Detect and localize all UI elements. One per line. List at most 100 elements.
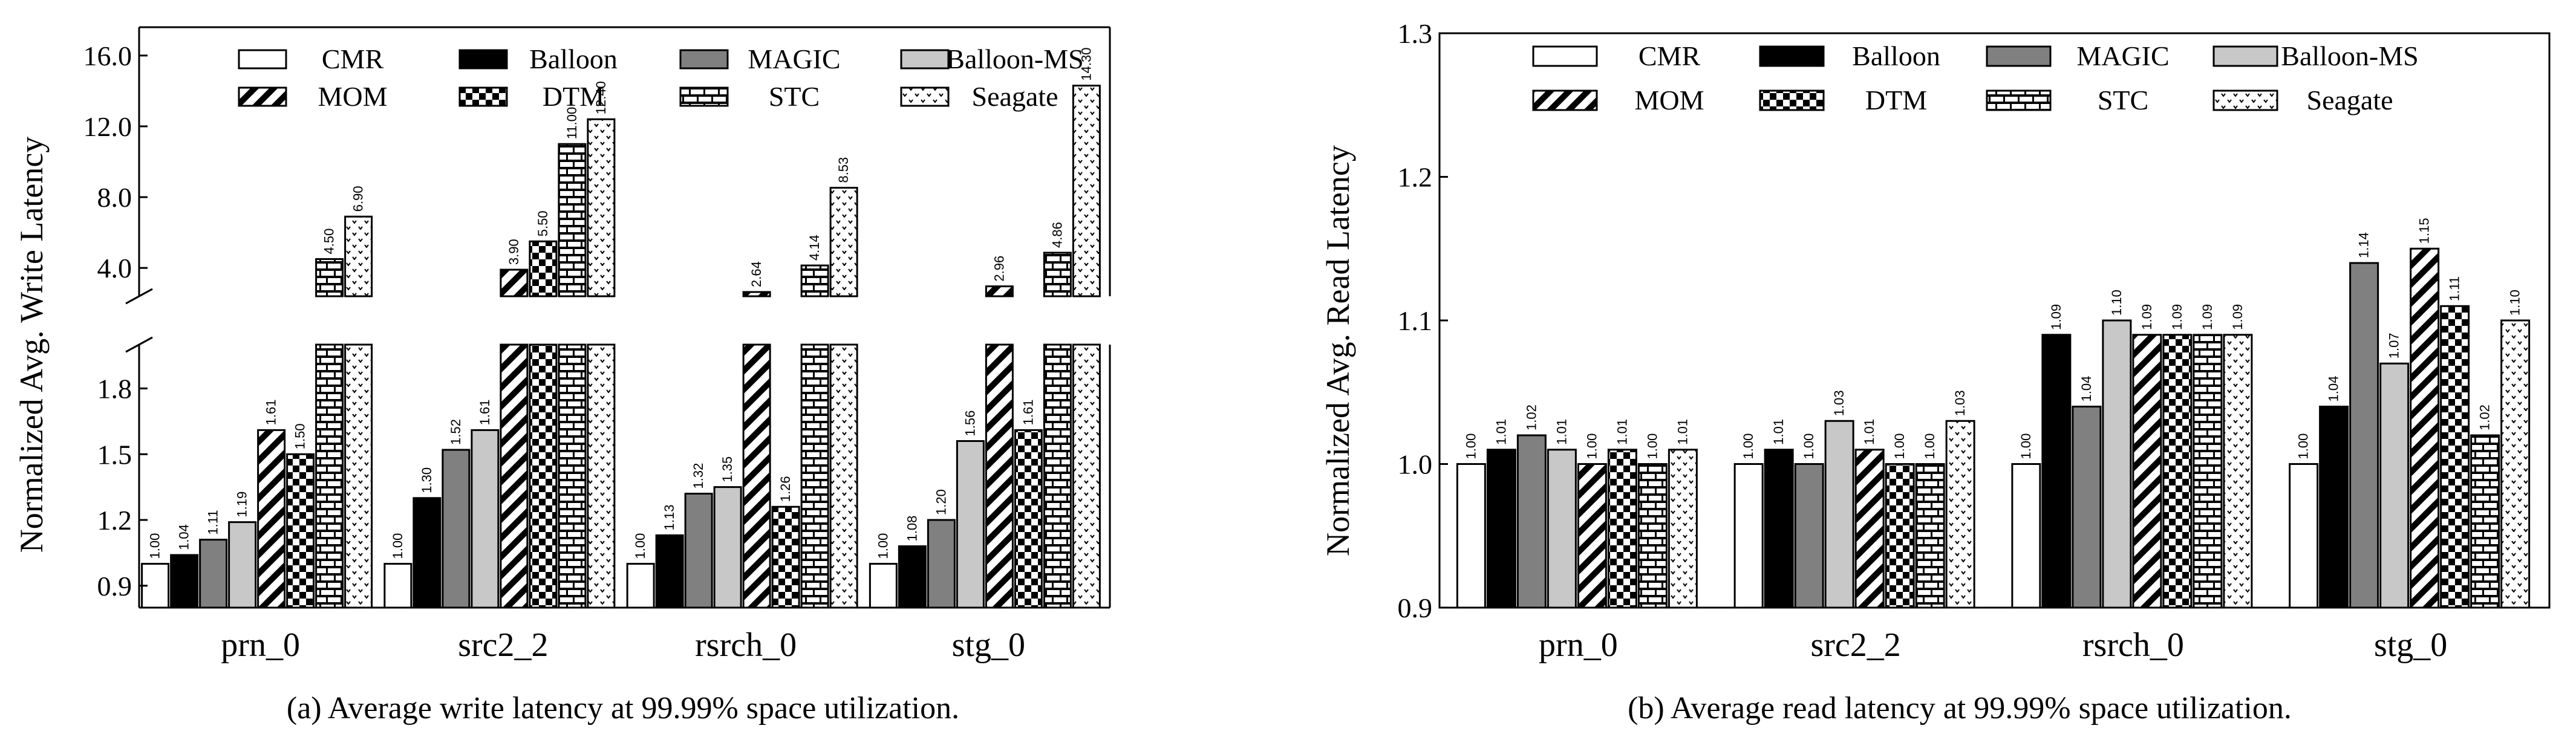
data-label-b-magic-rsrch-0: 1.04: [2079, 376, 2094, 402]
b-legend-swatch-balloon-ms: [2212, 45, 2278, 67]
legend-a: CMR Balloon MAGIC Balloon-MS MOM DTM STC Seagat…: [238, 44, 1084, 112]
bar-b-stc-rsrch-0: [2193, 334, 2223, 609]
a-legend-swatch-balloon-ms: [900, 49, 950, 70]
x-category-b-prn-0: prn_0: [1539, 626, 1618, 664]
bar-a-mom-prn-0: [257, 429, 286, 609]
data-label-b-dtm-stg-0: 1.11: [2447, 276, 2462, 301]
data-label-a-dtm-prn-0: 1.50: [293, 423, 308, 449]
data-label-b-balloon-rsrch-0: 1.09: [2049, 304, 2064, 330]
bar-a-stc-rsrch-0-upper: [800, 264, 829, 297]
bar-b-mom-prn-0: [1577, 463, 1607, 609]
data-label-a-cmr-prn-0: 1.00: [148, 533, 163, 559]
a-legend-label-mom: MOM: [318, 81, 387, 112]
bar-b-cmr-rsrch-0: [2011, 463, 2041, 609]
b-legend-swatch-seagate: [2212, 89, 2278, 111]
y-tick-label-a: 8.0: [97, 182, 132, 213]
data-label-a-stc-prn-0: 4.50: [322, 229, 337, 255]
bar-b-magic-stg-0: [2349, 262, 2379, 609]
data-label-a-stc-src2-2: 11.00: [564, 107, 579, 139]
bar-a-magic-src2-2: [442, 449, 471, 609]
a-legend-label-dtm: DTM: [543, 81, 604, 112]
b-legend-label-stc: STC: [2098, 85, 2148, 115]
bars-b: [1456, 247, 2531, 609]
x-category-a-prn-0: prn_0: [221, 626, 300, 664]
y-tick-label-a: 0.9: [97, 571, 132, 602]
bar-a-cmr-rsrch-0: [626, 563, 655, 609]
data-label-a-balloon-src2-2: 1.30: [419, 467, 434, 493]
panel-b-read-latency: 1.00 1.01 1.02 1.01 1.00 1.01 1.00 1.01 1.00 1.0 1…: [1320, 18, 2551, 726]
data-label-b-balloon-src2-2: 1.01: [1771, 419, 1786, 445]
bar-a-balloon-ms-prn-0: [228, 521, 257, 609]
data-label-a-magic-stg-0: 1.20: [933, 489, 948, 515]
data-label-a-seagate-prn-0: 6.90: [351, 186, 366, 212]
b-legend-label-cmr: CMR: [1639, 41, 1701, 71]
b-legend-label-mom: MOM: [1634, 85, 1704, 115]
y-axis-title-b: Normalized Avg. Read Latency: [1320, 145, 1356, 556]
b-legend-swatch-stc: [1986, 89, 2052, 111]
bar-a-seagate-prn-0: [344, 343, 373, 609]
bar-a-seagate-stg-0: [1072, 343, 1101, 609]
bar-a-seagate-rsrch-0: [829, 343, 858, 609]
a-legend-label-stc: STC: [769, 81, 820, 112]
x-categories-a: prn_0 src2_2 rsrch_0 stg_0: [221, 626, 1025, 664]
axis-break-lower-a: [125, 336, 153, 353]
data-label-b-cmr-stg-0: 1.00: [2296, 433, 2311, 459]
data-label-a-dtm-stg-0: 1.61: [1020, 400, 1035, 426]
caption-a: (a) Average write latency at 99.99% spac…: [287, 691, 959, 726]
data-label-a-seagate-src2-2: 12.40: [593, 81, 608, 114]
bar-a-mom-src2-2: [500, 343, 529, 609]
bar-a-magic-prn-0: [199, 539, 228, 609]
data-label-a-balloon-ms-stg-0: 1.56: [962, 411, 977, 437]
bar-b-magic-src2-2: [1794, 463, 1824, 609]
data-label-b-mom-rsrch-0: 1.09: [2139, 304, 2154, 330]
data-label-b-dtm-prn-0: 1.01: [1614, 419, 1629, 445]
data-label-a-magic-src2-2: 1.52: [448, 419, 463, 445]
bar-a-balloon-ms-src2-2: [471, 429, 500, 609]
data-label-b-cmr-src2-2: 1.00: [1741, 433, 1756, 459]
bar-b-balloon-ms-stg-0: [2379, 362, 2410, 609]
legend-b: CMR Balloon MAGIC Balloon-MS MOM DTM STC Seagat…: [1532, 41, 2419, 115]
bar-a-seagate-stg-0-upper: [1072, 85, 1101, 297]
y-tick-label-b: 1.3: [1398, 18, 1433, 49]
y-tick-label-b: 1.0: [1398, 449, 1433, 480]
bar-a-balloon-prn-0: [170, 554, 199, 609]
bar-a-dtm-src2-2: [529, 343, 558, 609]
bar-b-balloon-prn-0: [1486, 449, 1516, 609]
y-tick-label-a: 1.8: [97, 374, 132, 404]
data-label-b-balloon-ms-prn-0: 1.01: [1554, 419, 1569, 445]
a-legend-swatch-seagate: [900, 86, 950, 107]
b-legend-label-balloon-ms: Balloon-MS: [2281, 41, 2418, 71]
data-label-a-magic-rsrch-0: 1.32: [691, 463, 706, 489]
bar-b-seagate-rsrch-0: [2223, 334, 2253, 609]
bar-a-dtm-src2-2-upper: [529, 240, 558, 297]
b-legend-swatch-mom: [1532, 89, 1598, 111]
data-label-a-dtm-rsrch-0: 1.26: [778, 476, 793, 502]
data-label-a-balloon-prn-0: 1.04: [177, 524, 192, 550]
data-label-a-cmr-src2-2: 1.00: [390, 533, 405, 559]
data-label-b-magic-src2-2: 1.00: [1801, 433, 1816, 459]
bar-b-balloon-ms-src2-2: [1824, 420, 1854, 609]
data-label-b-cmr-prn-0: 1.00: [1463, 433, 1478, 459]
data-label-a-cmr-rsrch-0: 1.00: [633, 533, 648, 559]
b-legend-swatch-cmr: [1532, 45, 1598, 67]
bar-b-stc-stg-0: [2470, 434, 2500, 609]
data-label-b-stc-stg-0: 1.02: [2477, 404, 2493, 430]
a-legend-label-magic: MAGIC: [748, 44, 840, 74]
data-label-a-seagate-stg-0: 14.30: [1078, 48, 1094, 81]
bar-b-seagate-prn-0: [1668, 449, 1698, 609]
bar-a-balloon-ms-rsrch-0: [713, 486, 742, 609]
bar-a-stc-prn-0-upper: [315, 258, 344, 297]
b-legend-swatch-magic: [1986, 45, 2052, 67]
panel-a-write-latency: 1.00 1.04 1.11 1.19 1.61 1.50 4.50 6.90 1.00 1.30…: [13, 26, 1111, 726]
bar-a-dtm-rsrch-0: [771, 505, 800, 609]
data-label-b-mom-src2-2: 1.01: [1862, 419, 1877, 445]
bars-a: [141, 85, 1101, 609]
bar-b-balloon-ms-rsrch-0: [2102, 319, 2132, 609]
y-tick-label-a: 1.5: [97, 439, 132, 470]
bar-a-seagate-src2-2: [587, 343, 616, 609]
x-category-b-src2-2: src2_2: [1810, 626, 1900, 664]
bar-b-balloon-stg-0: [2319, 406, 2349, 609]
bar-b-balloon-ms-prn-0: [1547, 449, 1577, 609]
y-tick-label-b: 1.1: [1398, 305, 1433, 336]
bar-a-cmr-stg-0: [869, 563, 898, 609]
